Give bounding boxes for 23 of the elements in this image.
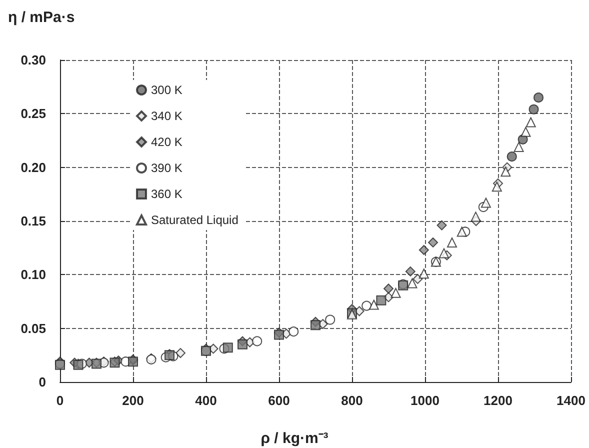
x-tick-label: 1200	[484, 393, 512, 408]
x-tick-label: 400	[195, 393, 217, 408]
y-tick-label: 0.20	[20, 160, 46, 175]
y-axis-title: η / mPa·s	[8, 9, 75, 26]
legend-label: 420 K	[151, 135, 182, 149]
legend-label: 360 K	[151, 187, 182, 201]
legend-label: 300 K	[151, 83, 182, 97]
y-tick-label: 0	[38, 374, 46, 390]
legend-label: 340 K	[151, 109, 182, 123]
y-tick-label: 0.10	[20, 267, 46, 282]
y-tick-label: 0.30	[20, 52, 46, 68]
x-axis-title: ρ / kg·m⁻³	[260, 430, 328, 447]
x-tick-label: 1400	[556, 393, 586, 408]
x-tick-label: 800	[341, 393, 363, 408]
legend-label: Saturated Liquid	[151, 213, 238, 227]
y-tick-label: 0.05	[20, 320, 46, 336]
y-tick-label: 0.25	[20, 106, 46, 122]
legend-label: 390 K	[151, 161, 182, 175]
x-tick-label: 0	[56, 393, 64, 408]
y-tick-label: 0.15	[20, 214, 46, 228]
x-tick-label: 200	[122, 393, 144, 408]
x-tick-label: 600	[268, 393, 290, 408]
x-tick-label: 1000	[410, 393, 440, 408]
